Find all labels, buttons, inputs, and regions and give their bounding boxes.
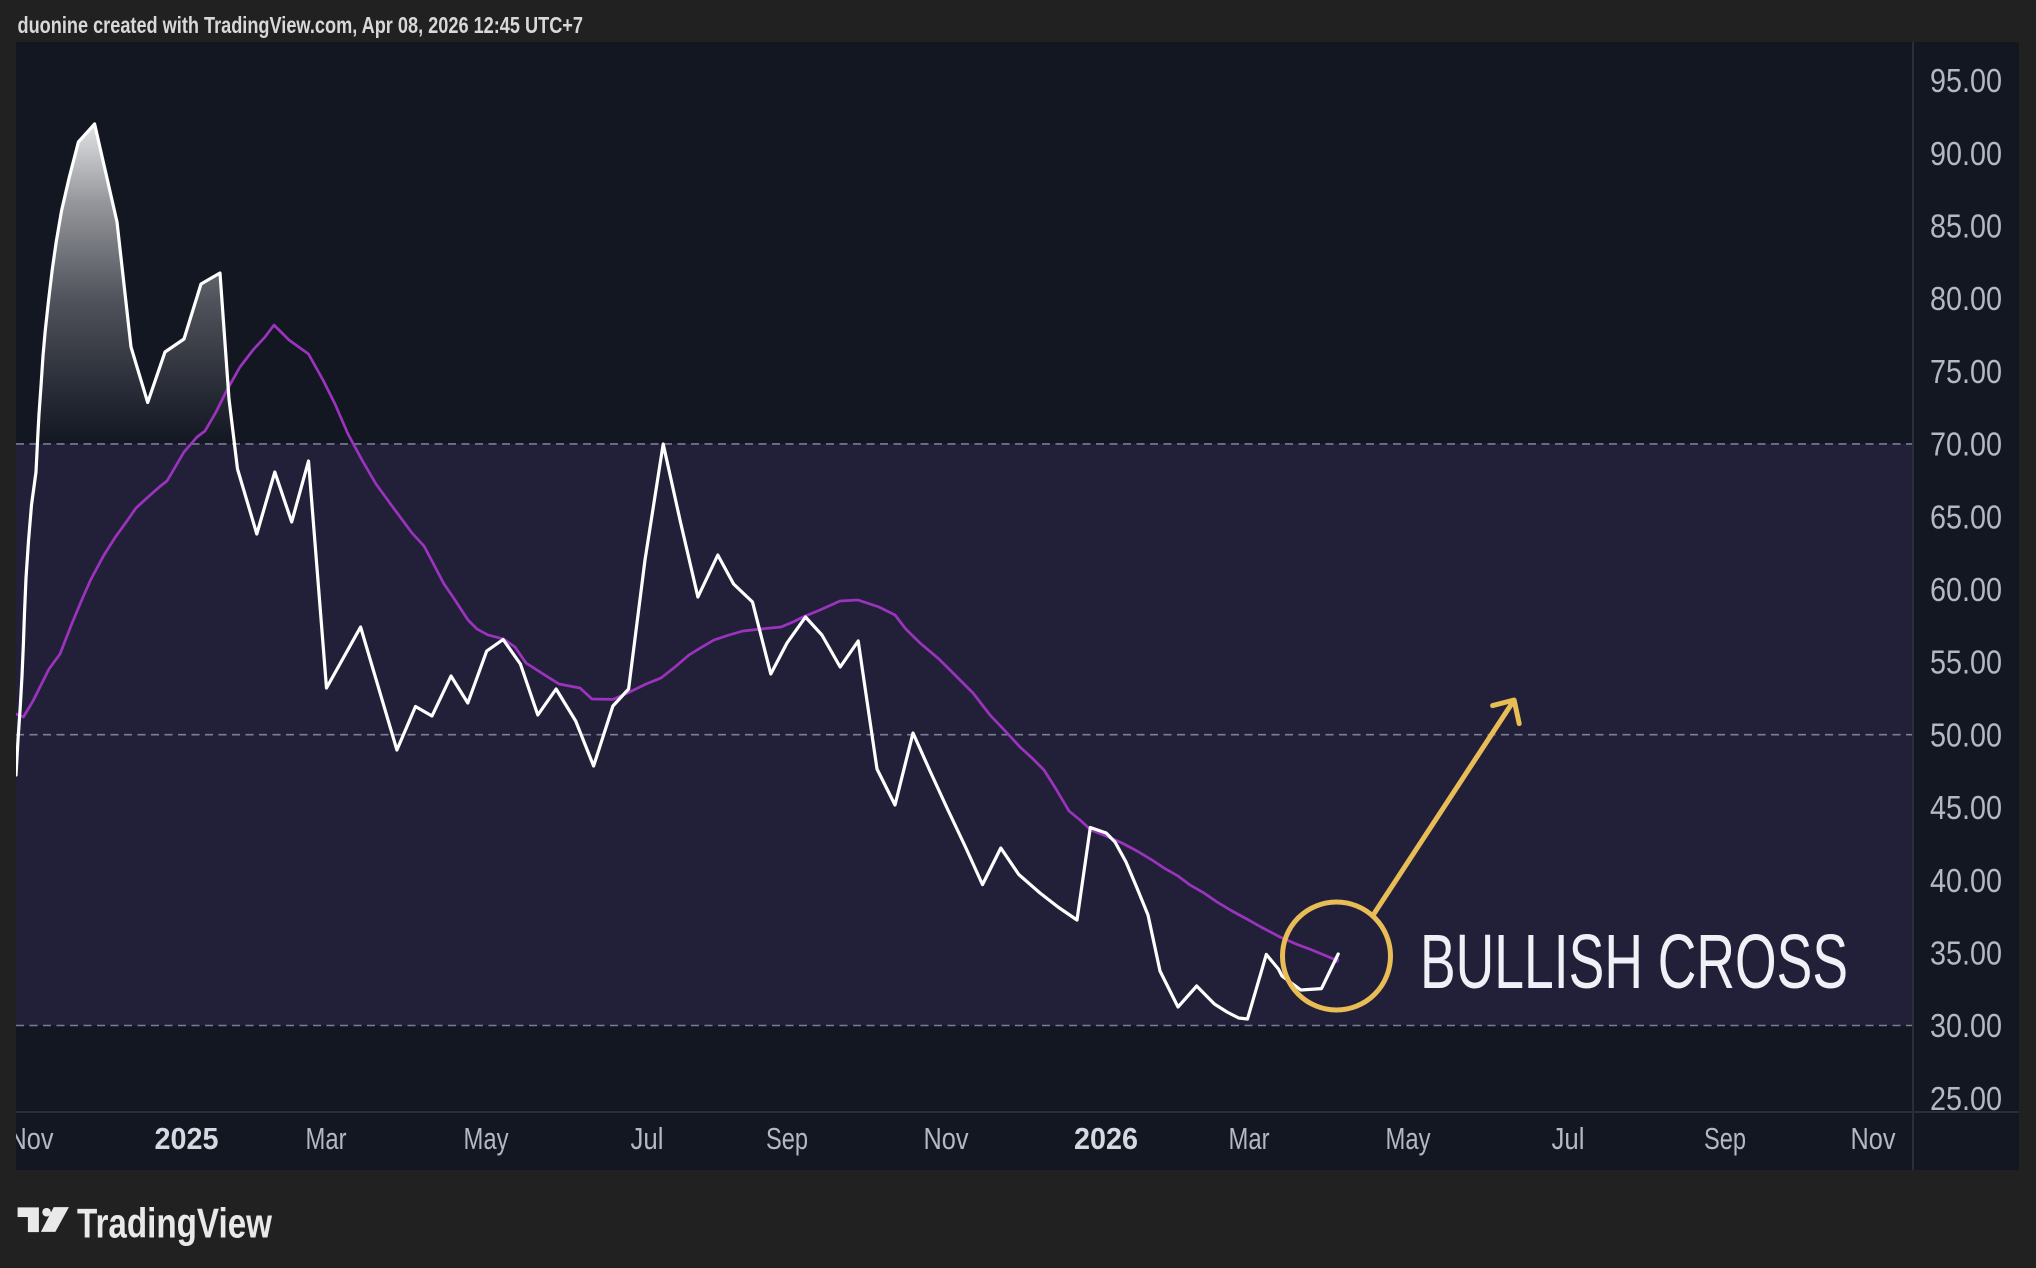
svg-text:85.00: 85.00	[1930, 208, 2002, 245]
svg-text:May: May	[464, 1121, 509, 1156]
svg-text:65.00: 65.00	[1930, 498, 2002, 535]
svg-text:Sep: Sep	[766, 1121, 808, 1156]
svg-text:Mar: Mar	[1229, 1121, 1270, 1156]
svg-text:2025: 2025	[155, 1121, 219, 1156]
svg-text:80.00: 80.00	[1930, 280, 2002, 317]
svg-text:95.00: 95.00	[1930, 62, 2002, 99]
svg-text:40.00: 40.00	[1930, 862, 2002, 899]
svg-text:Jul: Jul	[631, 1121, 664, 1156]
svg-text:TradingView: TradingView	[77, 1200, 272, 1247]
svg-text:Sep: Sep	[1704, 1121, 1746, 1156]
svg-text:35.00: 35.00	[1930, 935, 2002, 972]
svg-text:60.00: 60.00	[1930, 571, 2002, 608]
svg-text:Jul: Jul	[1552, 1121, 1585, 1156]
svg-text:90.00: 90.00	[1930, 135, 2002, 172]
svg-text:55.00: 55.00	[1930, 644, 2002, 681]
svg-text:Nov: Nov	[1851, 1121, 1896, 1156]
svg-text:75.00: 75.00	[1930, 353, 2002, 390]
svg-text:70.00: 70.00	[1930, 426, 2002, 463]
svg-text:45.00: 45.00	[1930, 789, 2002, 826]
svg-text:Mar: Mar	[306, 1121, 347, 1156]
svg-text:25.00: 25.00	[1930, 1080, 2002, 1117]
svg-text:2026: 2026	[1074, 1121, 1138, 1156]
svg-text:Nov: Nov	[9, 1121, 54, 1156]
svg-text:May: May	[1386, 1121, 1431, 1156]
svg-text:duonine created with TradingVi: duonine created with TradingView.com, Ap…	[18, 12, 584, 38]
svg-text:BULLISH CROSS: BULLISH CROSS	[1420, 919, 1848, 1005]
svg-text:Nov: Nov	[924, 1121, 969, 1156]
svg-text:50.00: 50.00	[1930, 716, 2002, 753]
svg-text:30.00: 30.00	[1930, 1007, 2002, 1044]
